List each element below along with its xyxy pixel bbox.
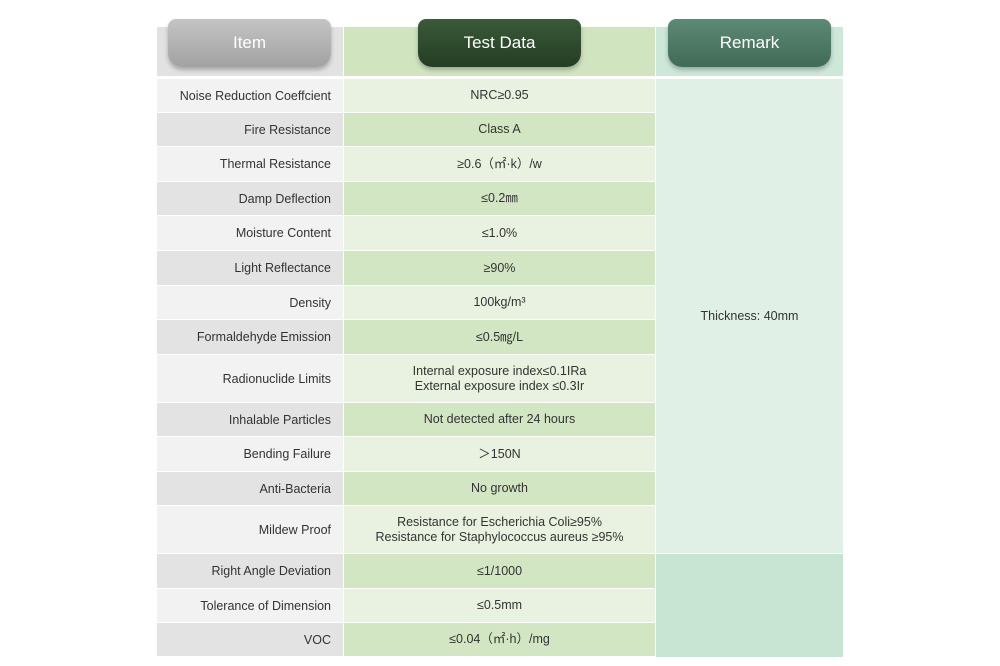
- test-data-line: Not detected after 24 hours: [423, 412, 576, 426]
- item-cell: Damp Deflection: [157, 182, 343, 215]
- test-data-cell: Not detected after 24 hours: [344, 403, 655, 436]
- test-data-cell: No growth: [344, 472, 655, 505]
- test-data-cell: 100kg/m³: [344, 286, 655, 319]
- test-data-cell: ≤0.5㎎/L: [344, 320, 655, 354]
- test-data-line: Internal exposure index≤0.1IRa: [412, 363, 587, 378]
- test-data-line: NRC≥0.95: [470, 88, 529, 102]
- item-cell: Fire Resistance: [157, 113, 343, 146]
- test-data-line: Class A: [478, 122, 521, 136]
- test-data-line: Resistance for Escherichia Coli≥95%: [397, 514, 602, 529]
- test-data-line: 100kg/m³: [473, 295, 526, 309]
- test-data-line: ≥0.6（㎡·k）/w: [457, 156, 542, 171]
- test-data-cell: ＞150N: [344, 437, 655, 471]
- test-data-line: ＞150N: [478, 446, 521, 461]
- item-cell: Formaldehyde Emission: [157, 320, 343, 354]
- test-data-cell: ≤0.04（㎡·h）/mg: [344, 623, 655, 656]
- item-cell: Moisture Content: [157, 216, 343, 250]
- item-cell: VOC: [157, 623, 343, 656]
- item-cell: Light Reflectance: [157, 251, 343, 285]
- item-cell: Inhalable Particles: [157, 403, 343, 436]
- test-data-line: External exposure index ≤0.3Ir: [414, 378, 585, 393]
- test-data-line: Resistance for Staphylococcus aureus ≥95…: [375, 529, 624, 544]
- test-data-cell: Internal exposure index≤0.1IRa External e…: [344, 355, 655, 402]
- test-data-line: No growth: [471, 481, 528, 495]
- item-cell: Right Angle Deviation: [157, 554, 343, 588]
- header-test-data: Test Data: [418, 19, 581, 67]
- test-data-line: ≤1/1000: [476, 563, 523, 578]
- test-data-cell: ≤1.0%: [344, 216, 655, 250]
- remark-empty: [656, 554, 843, 657]
- test-data-cell: ≥90%: [344, 251, 655, 285]
- item-cell: Anti-Bacteria: [157, 472, 343, 505]
- remark: Thickness: 40mm: [656, 79, 843, 553]
- test-data-line: ≥90%: [483, 260, 516, 275]
- item-cell: Mildew Proof: [157, 506, 343, 553]
- header-item: Item: [168, 19, 331, 67]
- test-data-cell: ≥0.6（㎡·k）/w: [344, 147, 655, 181]
- test-data-line: ≤0.04（㎡·h）/mg: [449, 632, 550, 646]
- item-cell: Radionuclide Limits: [157, 355, 343, 402]
- test-data-cell: ≤1/1000: [344, 554, 655, 588]
- item-cell: Thermal Resistance: [157, 147, 343, 181]
- test-data-cell: ≤0.5mm: [344, 589, 655, 622]
- item-cell: Density: [157, 286, 343, 319]
- test-data-cell: NRC≥0.95: [344, 79, 655, 112]
- header-remark: Remark: [668, 19, 831, 67]
- item-cell: Noise Reduction Coeffcient: [157, 79, 343, 112]
- test-data-line: ≤0.5mm: [476, 598, 523, 612]
- item-cell: Tolerance of Dimension: [157, 589, 343, 622]
- test-data-line: ≤1.0%: [481, 225, 518, 240]
- test-data-cell: ≤0.2㎜: [344, 182, 655, 215]
- test-data-line: ≤0.2㎜: [481, 191, 518, 205]
- test-data-line: ≤0.5㎎/L: [475, 329, 524, 344]
- item-cell: Bending Failure: [157, 437, 343, 471]
- test-data-cell: Resistance for Escherichia Coli≥95% Resis…: [344, 506, 655, 553]
- test-data-cell: Class A: [344, 113, 655, 146]
